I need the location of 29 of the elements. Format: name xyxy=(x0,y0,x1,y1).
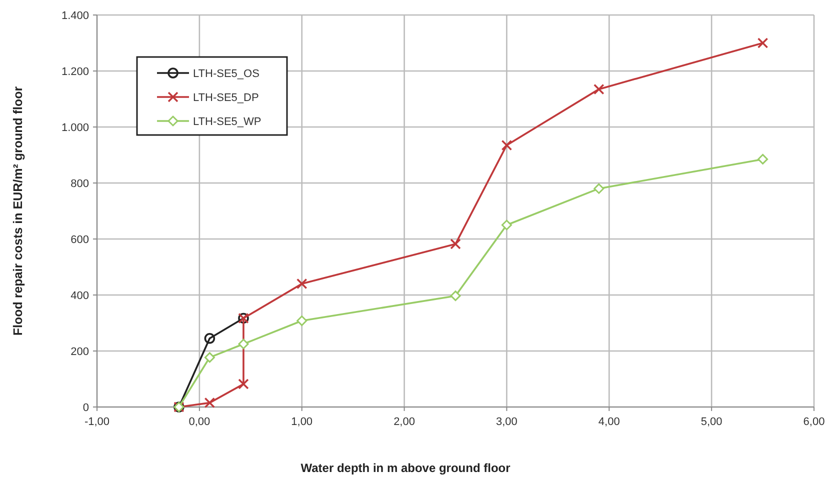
y-tick-label: 1.200 xyxy=(61,66,89,78)
point xyxy=(238,338,249,350)
point xyxy=(501,220,512,230)
x-tick-label: 4,00 xyxy=(598,416,620,428)
y-tick-label: 800 xyxy=(70,178,89,190)
point xyxy=(594,183,604,194)
point xyxy=(204,333,216,344)
x-tick-label: 3,00 xyxy=(496,416,518,428)
point xyxy=(204,352,215,363)
y-tick-label: 0 xyxy=(82,402,89,414)
point xyxy=(296,316,308,326)
y-tick-label: 1.400 xyxy=(61,10,89,22)
y-tick-label: 1.000 xyxy=(61,122,89,134)
x-tick-label: 1,00 xyxy=(291,416,313,428)
point xyxy=(450,290,461,302)
x-tick-label: 0,00 xyxy=(188,416,210,428)
legend-label: LTH-SE5_OS xyxy=(193,68,260,80)
legend-label: LTH-SE5_DP xyxy=(193,92,259,104)
x-axis-title: Water depth in m above ground floor xyxy=(300,461,511,475)
y-tick-label: 200 xyxy=(70,346,89,358)
y-tick-label: 600 xyxy=(70,234,89,246)
x-tick-label: 2,00 xyxy=(394,416,415,428)
point xyxy=(758,154,768,164)
x-tick-label: 5,00 xyxy=(700,416,722,428)
y-tick-label: 400 xyxy=(70,290,89,302)
y-axis-title: Flood repair costs in EUR/m² ground floor xyxy=(11,86,25,336)
legend-label: LTH-SE5_WP xyxy=(193,116,262,128)
x-tick-label: 6,00 xyxy=(803,416,825,428)
x-tick-label: -1,00 xyxy=(84,416,110,428)
